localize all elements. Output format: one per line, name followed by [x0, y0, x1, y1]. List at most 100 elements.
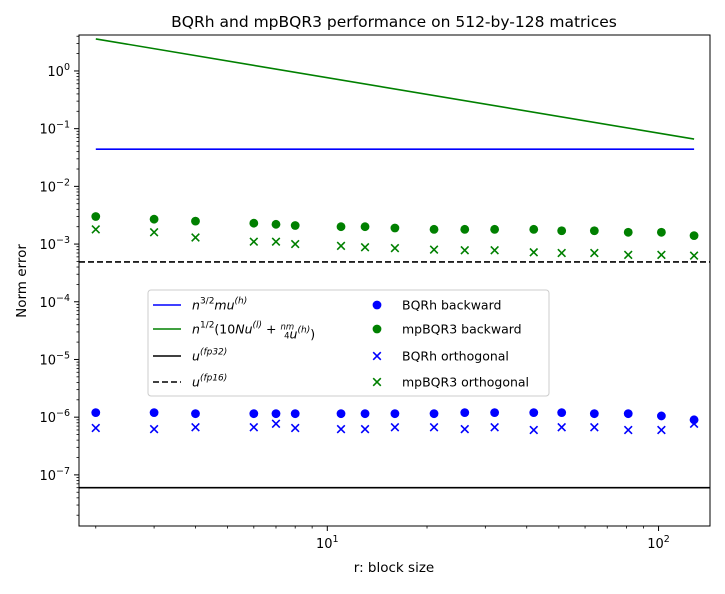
- data-point: [249, 422, 259, 432]
- legend: n3/2mu(h) n1/2(10Nu(l) + nm 4u(h)) u(fp32) u…: [147, 289, 550, 397]
- data-point: [490, 224, 500, 234]
- data-point: [390, 422, 400, 432]
- data-point: [589, 409, 599, 419]
- chart-title: BQRh and mpBQR3 performance on 512-by-12…: [171, 13, 617, 31]
- data-point: [336, 241, 346, 251]
- data-point: [290, 221, 300, 230]
- data-point: [249, 237, 259, 247]
- y-tick-label: 10−7: [39, 466, 70, 484]
- legend-marker-swatch: [372, 377, 382, 387]
- data-point: [656, 411, 666, 421]
- data-point: [191, 233, 200, 242]
- data-point: [360, 409, 370, 419]
- data-point: [689, 251, 699, 261]
- data-point: [657, 250, 666, 260]
- data-point: [336, 424, 346, 434]
- series-2: [91, 212, 699, 241]
- legend-label: n1/2(10Nu(l) + nm 4u(h)): [192, 321, 315, 342]
- legend-label: BQRh orthogonal: [402, 349, 509, 364]
- legend-label: u(fp16): [192, 374, 227, 390]
- data-point: [91, 212, 101, 221]
- data-point: [429, 245, 439, 255]
- legend-box: [147, 289, 550, 397]
- data-point: [689, 231, 699, 241]
- x-tick-label: 102: [647, 534, 670, 552]
- data-point: [91, 408, 101, 418]
- data-point: [191, 409, 200, 419]
- y-tick-label: 10−3: [39, 235, 70, 253]
- data-point: [290, 239, 300, 249]
- data-point: [149, 227, 159, 237]
- data-point: [360, 222, 370, 232]
- series-4: [91, 224, 699, 261]
- data-point: [656, 227, 666, 237]
- reference-line-2: [95, 38, 695, 140]
- data-point: [271, 219, 281, 229]
- data-point: [271, 409, 281, 419]
- data-point: [249, 218, 259, 228]
- y-axis-label: Norm error: [14, 244, 30, 318]
- data-point: [91, 423, 101, 433]
- data-point: [336, 222, 346, 232]
- data-point: [429, 409, 439, 419]
- legend-label: mpBQR3 orthogonal: [402, 375, 529, 390]
- data-point: [623, 425, 633, 435]
- data-point: [460, 424, 470, 434]
- data-point: [191, 422, 200, 432]
- data-point: [623, 227, 633, 237]
- data-point: [529, 247, 539, 257]
- data-point: [623, 250, 633, 260]
- data-point: [271, 419, 281, 429]
- data-point: [460, 408, 470, 418]
- data-point: [529, 425, 539, 435]
- data-point: [589, 226, 599, 236]
- data-point: [589, 248, 599, 258]
- series-3: [91, 419, 699, 435]
- data-point: [149, 214, 159, 224]
- data-point: [249, 409, 259, 419]
- data-point: [149, 408, 159, 418]
- y-tick-label: 10−6: [39, 408, 70, 426]
- data-point: [689, 419, 699, 429]
- legend-label: u(fp32): [192, 348, 227, 364]
- data-point: [336, 409, 346, 419]
- data-point: [429, 224, 439, 234]
- data-point: [529, 408, 539, 418]
- plot-area: 10−7 10−6 10−5 10−4 10−3 10−2 10−1 100 101 102 n3/…: [39, 34, 711, 552]
- legend-marker-swatch: [372, 300, 382, 310]
- series-1: [91, 408, 699, 425]
- data-point: [290, 409, 300, 419]
- data-point: [360, 242, 370, 252]
- data-point: [390, 243, 400, 253]
- data-point: [191, 216, 200, 226]
- data-point: [460, 245, 470, 255]
- legend-marker-swatch: [372, 324, 382, 334]
- legend-label: BQRh backward: [402, 298, 501, 313]
- data-point: [557, 248, 567, 258]
- data-point: [589, 422, 599, 432]
- data-point: [271, 237, 281, 247]
- data-point: [529, 224, 539, 234]
- legend-marker-swatch: [372, 351, 382, 361]
- data-point: [657, 425, 666, 435]
- data-point: [557, 226, 567, 236]
- data-point: [360, 424, 370, 434]
- legend-label: n3/2mu(h): [192, 297, 247, 313]
- y-tick-label: 10−1: [39, 120, 70, 138]
- x-axis-label: r: block size: [354, 560, 434, 576]
- data-point: [490, 408, 500, 418]
- data-point: [149, 424, 159, 434]
- data-point: [460, 224, 470, 234]
- x-tick-label: 101: [316, 534, 339, 552]
- data-point: [290, 423, 300, 433]
- data-point: [623, 409, 633, 419]
- data-point: [490, 245, 499, 255]
- data-point: [557, 408, 567, 418]
- y-tick-label: 10−4: [39, 293, 70, 311]
- legend-label: mpBQR3 backward: [402, 322, 522, 337]
- y-tick-label: 10−5: [39, 350, 70, 368]
- data-point: [490, 422, 499, 432]
- axes-frame: [78, 34, 711, 527]
- data-point: [557, 422, 567, 432]
- data-point: [429, 422, 439, 432]
